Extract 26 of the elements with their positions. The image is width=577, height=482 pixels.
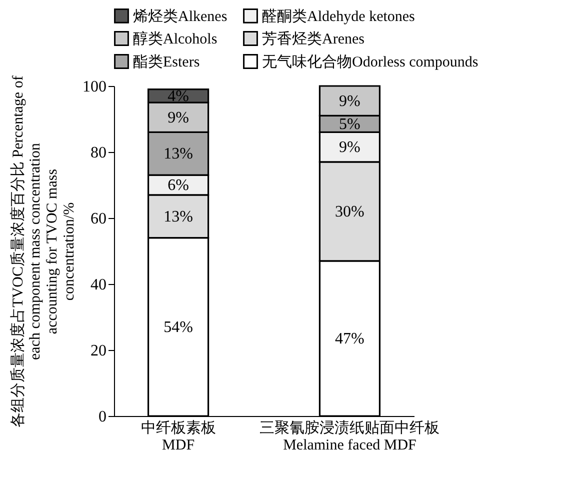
y-tick-label: 80 [90,144,106,162]
y-tick-label: 40 [90,276,106,294]
data-label: 13% [164,208,193,226]
legend-label: 醛酮类Aldehyde ketones [262,8,416,25]
legend-label: 醇类Alcohols [133,30,218,48]
data-label: 13% [164,146,193,163]
data-label: 30% [335,203,364,220]
y-tick-label: 60 [90,210,106,228]
data-label: 9% [339,92,360,110]
data-label: 5% [339,116,360,133]
y-axis-title: 各组分质量浓度占TVOC质量浓度百分比 Percentage of each component mass concentration accounting for TVOC mass concentration/% [10,76,78,428]
x-tick-label: 三聚氰胺浸渍纸贴面中纤板 Melamine faced MDF [260,420,440,454]
data-label: 54% [164,318,193,336]
legend-label: 烯烃类Alkenes [133,8,228,25]
data-label: 9% [168,109,189,126]
y-tick-label: 100 [82,78,106,96]
data-label: 47% [335,330,364,348]
legend-label: 酯类Esters [133,54,200,70]
y-tick-label: 0 [98,408,106,426]
legend-label: 芳香烃类Arenes [262,30,365,48]
x-tick-label: 中纤板素板 MDF [140,420,216,454]
y-tick-label: 20 [90,342,106,360]
data-label: 9% [339,139,360,156]
legend-label: 无气味化合物Odorless compounds [262,54,478,70]
data-label: 4% [168,88,189,105]
data-label: 6% [168,177,189,194]
